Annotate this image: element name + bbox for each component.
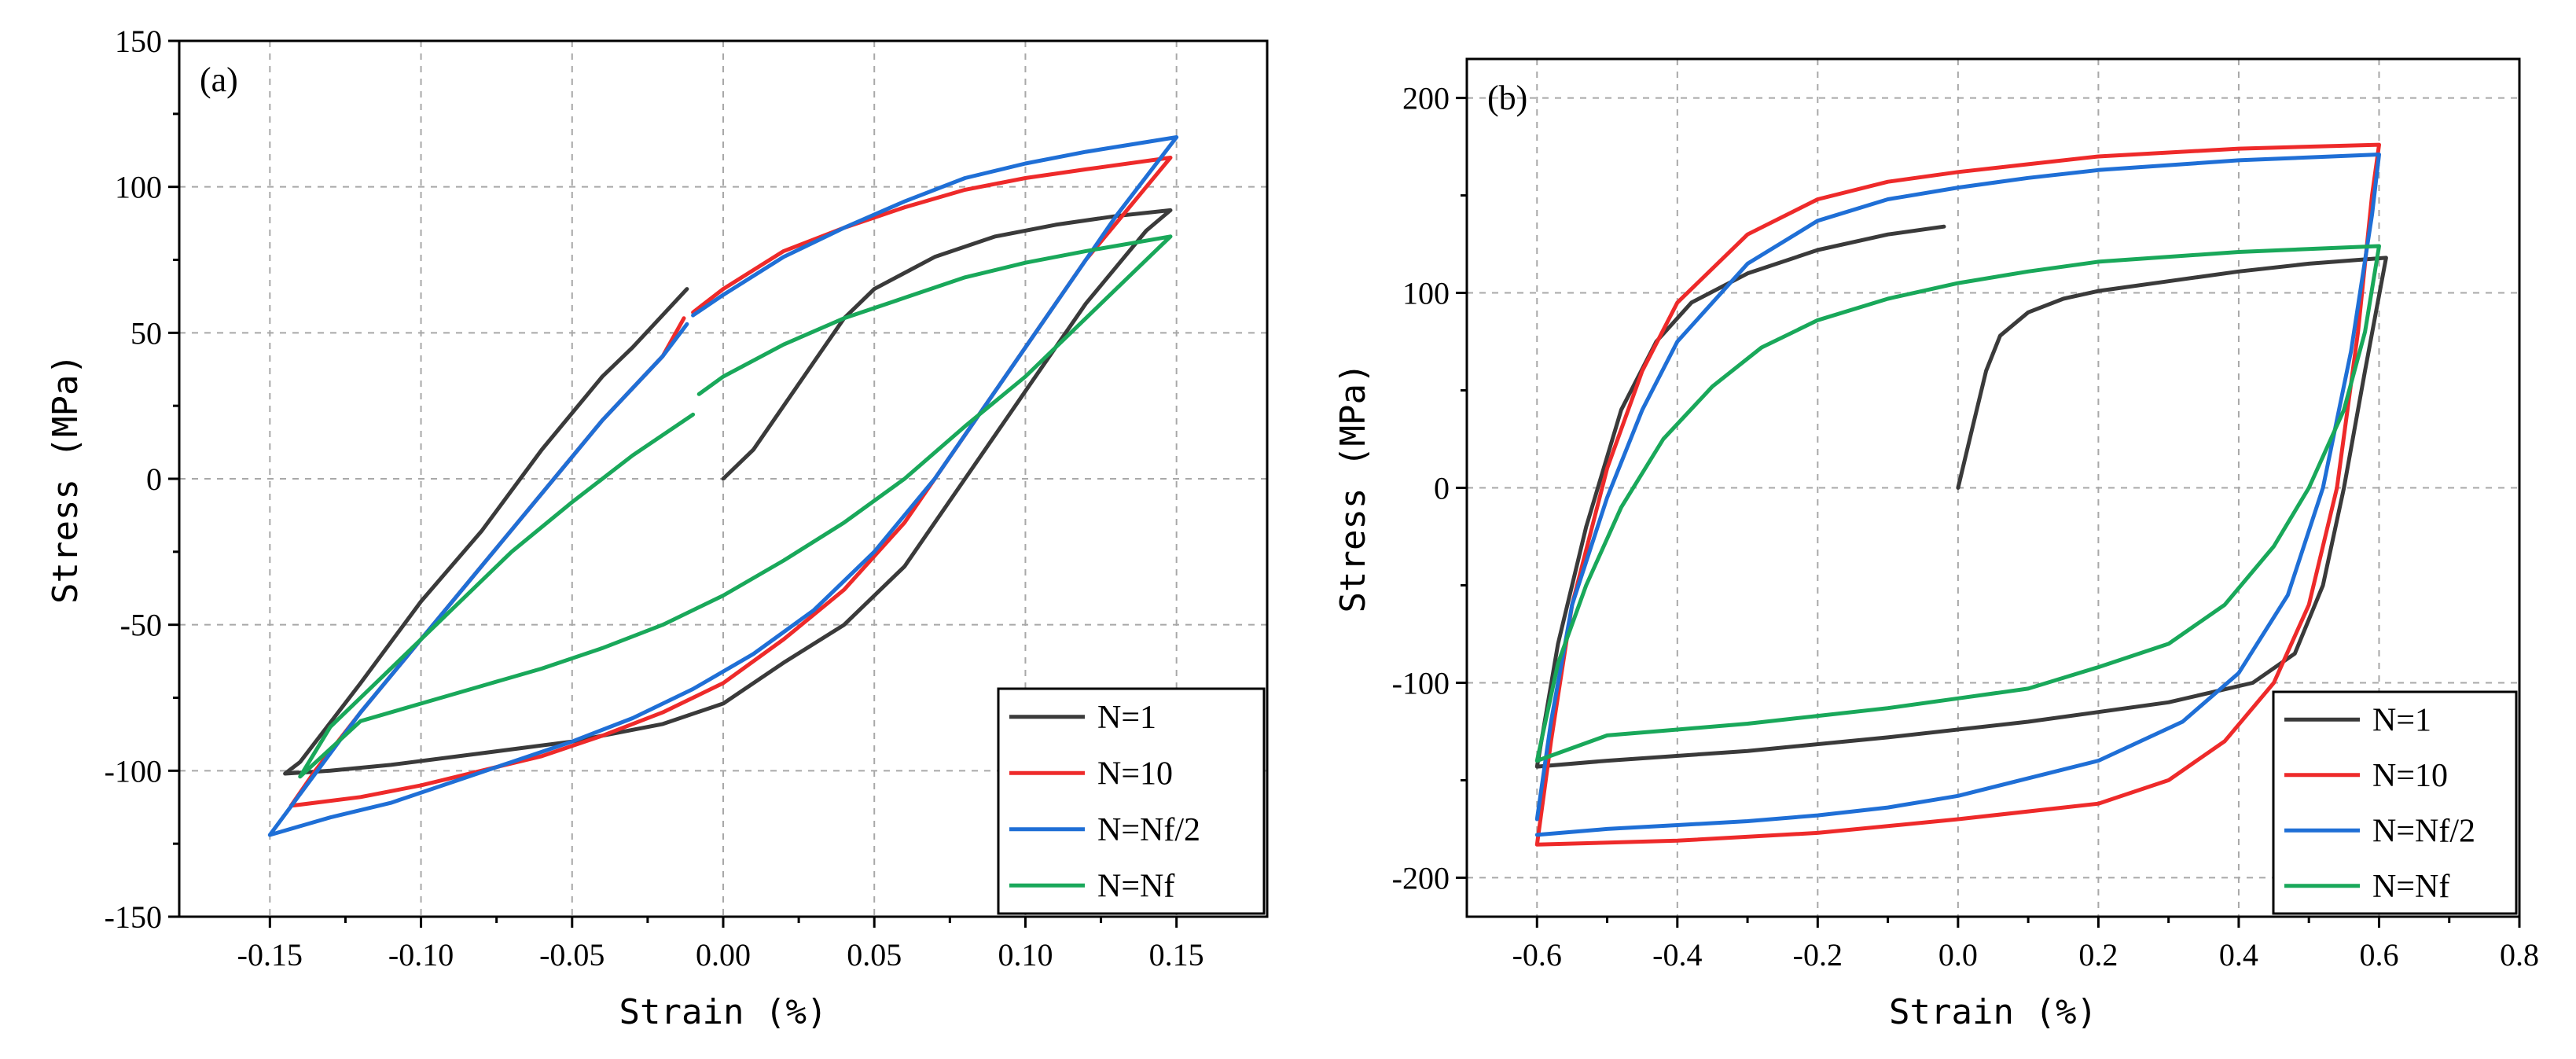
series-line-n-10 — [1534, 142, 2381, 847]
x-tick-label: 0.8 — [2500, 937, 2539, 973]
x-tick-label: 0.15 — [1149, 937, 1204, 973]
legend-label: N=Nf/2 — [1097, 812, 1200, 848]
series-group — [1534, 142, 2388, 847]
x-tick-label: -0.15 — [237, 937, 303, 973]
y-tick-label: -100 — [105, 753, 162, 789]
x-tick-label: 0.00 — [696, 937, 751, 973]
legend-label: N=Nf — [1097, 868, 1174, 904]
legend-box — [997, 687, 1266, 915]
y-tick-label: 0 — [146, 461, 162, 497]
x-tick-label: 0.05 — [847, 937, 902, 973]
chart-panel-b: -0.6 -0.4 -0.2 0.0 0.2 0.4 0.6 0.8 -200 -100 0 100 2… — [1333, 57, 2539, 1032]
legend: N=1 N=10 N=Nf/2 N=Nf — [2272, 690, 2518, 915]
series-line-n-nf — [1534, 244, 2381, 763]
y-tick-label: 200 — [1402, 81, 1450, 116]
legend-box — [2272, 690, 2518, 915]
x-tick-label: -0.6 — [1512, 937, 1562, 973]
y-tick-label: 150 — [115, 24, 162, 59]
y-axis: -200 -100 0 100 200 — [1392, 81, 1467, 895]
y-axis-title: Stress (MPa) — [46, 354, 86, 604]
series-line-n-nf — [298, 234, 1173, 779]
x-tick-label: 0.2 — [2078, 937, 2118, 973]
panel-label: (b) — [1487, 79, 1527, 117]
y-tick-label: 100 — [115, 170, 162, 205]
series-line-n-1 — [283, 208, 1173, 776]
x-tick-label: -0.4 — [1652, 937, 1702, 973]
legend: N=1 N=10 N=Nf/2 N=Nf — [997, 687, 1266, 915]
x-tick-label: -0.10 — [388, 937, 454, 973]
y-tick-label: -50 — [120, 608, 162, 643]
x-tick-label: 0.6 — [2359, 937, 2398, 973]
y-tick-label: -150 — [105, 899, 162, 935]
legend-label: N=1 — [2372, 702, 2431, 738]
y-axis-title: Stress (MPa) — [1333, 363, 1373, 613]
y-tick-label: 0 — [1434, 471, 1450, 506]
x-axis-title: Strain (%) — [619, 992, 828, 1032]
x-axis: -0.6 -0.4 -0.2 0.0 0.2 0.4 0.6 0.8 — [1512, 917, 2539, 973]
chart-panel-a: -0.15 -0.10 -0.05 0.00 0.05 0.10 0.15-150-100-… — [46, 24, 1269, 1032]
legend-label: N=1 — [1097, 700, 1156, 736]
x-tick-label: 0.4 — [2219, 937, 2258, 973]
x-tick-label: 0.0 — [1938, 937, 1978, 973]
legend-label: N=Nf/2 — [2372, 813, 2475, 849]
y-tick-label: 100 — [1402, 276, 1450, 311]
x-axis: -0.15 -0.10 -0.05 0.00 0.05 0.10 0.15 — [237, 917, 1204, 973]
y-tick-label: -200 — [1392, 860, 1450, 895]
legend-label: N=10 — [2372, 758, 2448, 794]
x-tick-label: -0.2 — [1793, 937, 1843, 973]
y-axis: -150 -100 -50 0 50 100 150 — [105, 24, 179, 935]
series-line-n-1 — [1534, 224, 2388, 769]
series-line-n-nf-2 — [1534, 153, 2381, 837]
legend-label: N=10 — [1097, 756, 1173, 792]
y-tick-label: -100 — [1392, 665, 1450, 700]
y-tick-label: 50 — [130, 315, 162, 351]
x-tick-label: -0.05 — [539, 937, 604, 973]
x-tick-label: 0.10 — [998, 937, 1053, 973]
x-axis-title: Strain (%) — [1889, 992, 2097, 1032]
series-group — [267, 135, 1179, 837]
panel-label: (a) — [200, 61, 238, 99]
legend-label: N=Nf — [2372, 869, 2449, 905]
